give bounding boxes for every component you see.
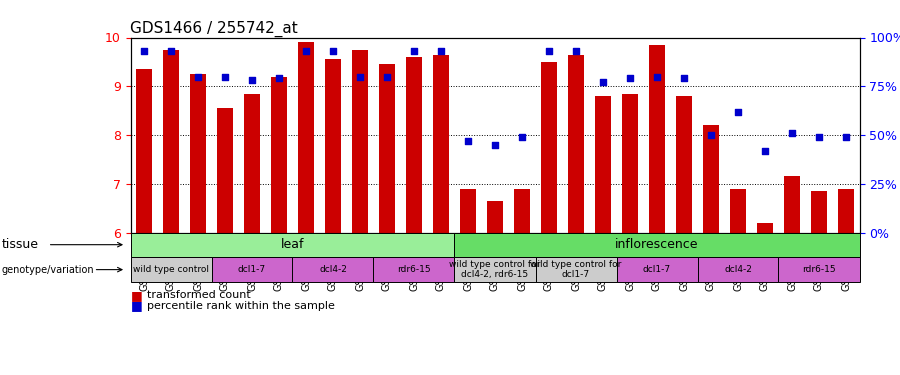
Text: rdr6-15: rdr6-15 — [802, 265, 836, 274]
Point — [245, 77, 259, 83]
Bar — [514, 189, 530, 232]
Point — [218, 74, 232, 80]
Bar — [568, 55, 584, 232]
Point — [596, 80, 610, 86]
Text: dcl1-7: dcl1-7 — [238, 265, 266, 274]
Bar — [838, 189, 854, 232]
Point — [812, 134, 826, 140]
Text: dcl1-7: dcl1-7 — [643, 265, 671, 274]
Point — [515, 134, 529, 140]
Text: rdr6-15: rdr6-15 — [397, 265, 431, 274]
Point — [623, 75, 637, 81]
Point — [326, 48, 340, 54]
Bar — [811, 191, 827, 232]
Bar — [271, 76, 287, 232]
Bar — [757, 223, 773, 232]
Bar — [163, 50, 179, 232]
Point — [191, 74, 205, 80]
Text: ■: ■ — [130, 289, 142, 302]
Point — [839, 134, 853, 140]
Point — [434, 48, 448, 54]
Bar — [595, 96, 611, 232]
Bar — [433, 55, 449, 232]
Point — [650, 74, 664, 80]
Bar — [730, 189, 746, 232]
Bar — [487, 201, 503, 232]
Bar — [406, 57, 422, 232]
Point — [380, 74, 394, 80]
Bar — [244, 94, 260, 232]
Text: wild type control for
dcl4-2, rdr6-15: wild type control for dcl4-2, rdr6-15 — [449, 260, 541, 279]
Bar — [217, 108, 233, 232]
Bar — [190, 74, 206, 232]
Point — [272, 75, 286, 81]
Bar — [460, 189, 476, 232]
Bar — [784, 177, 800, 232]
Text: percentile rank within the sample: percentile rank within the sample — [147, 301, 335, 310]
Point — [137, 48, 151, 54]
Point — [677, 75, 691, 81]
Point — [569, 48, 583, 54]
Point — [542, 48, 556, 54]
Bar — [136, 69, 152, 232]
Point — [758, 148, 772, 154]
Point — [461, 138, 475, 144]
Text: wild type control: wild type control — [133, 265, 209, 274]
Text: transformed count: transformed count — [147, 291, 250, 300]
Bar — [676, 96, 692, 232]
Text: ■: ■ — [130, 299, 142, 312]
Point — [785, 130, 799, 136]
Bar — [298, 42, 314, 232]
Text: inflorescence: inflorescence — [616, 238, 698, 251]
Text: dcl4-2: dcl4-2 — [724, 265, 751, 274]
Point — [704, 132, 718, 138]
Text: leaf: leaf — [281, 238, 304, 251]
Bar — [352, 50, 368, 232]
Text: wild type control for
dcl1-7: wild type control for dcl1-7 — [530, 260, 622, 279]
Bar — [325, 59, 341, 232]
Text: tissue: tissue — [2, 238, 39, 251]
Point — [299, 48, 313, 54]
Bar — [379, 64, 395, 232]
Bar — [622, 94, 638, 232]
Text: GDS1466 / 255742_at: GDS1466 / 255742_at — [130, 21, 298, 37]
Point — [731, 109, 745, 115]
Point — [488, 142, 502, 148]
Bar — [649, 45, 665, 232]
Text: dcl4-2: dcl4-2 — [320, 265, 346, 274]
Bar — [703, 125, 719, 232]
Text: genotype/variation: genotype/variation — [2, 265, 94, 274]
Point — [407, 48, 421, 54]
Bar — [541, 62, 557, 232]
Point — [164, 48, 178, 54]
Point — [353, 74, 367, 80]
